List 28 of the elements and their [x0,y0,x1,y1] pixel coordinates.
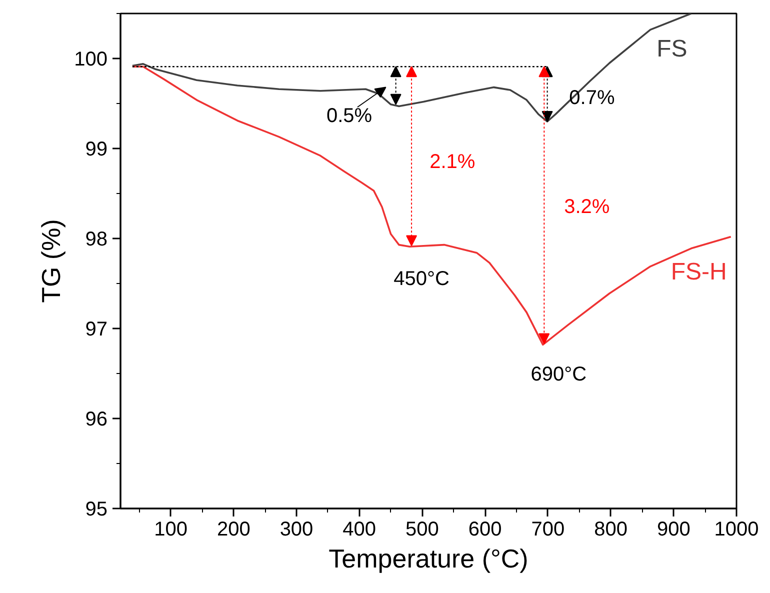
annotation: 2.1% [430,151,476,173]
annotation: 450°C [394,268,450,290]
y-tick-label: 97 [85,318,108,340]
annotation: 3.2% [564,196,610,218]
annotation: 0.5% [326,105,372,128]
x-axis-title: Temperature (°C) [328,544,528,574]
y-axis-title: TG (%) [36,219,66,303]
x-tick-label: 200 [216,518,250,540]
y-tick-label: 98 [85,228,108,250]
y-tick-label: 96 [85,408,108,430]
line-series [132,66,732,346]
x-tick-label: 1000 [714,518,759,540]
x-tick-label: 500 [406,518,439,540]
x-tick-label: 800 [594,518,628,540]
x-tick-label: 700 [531,518,565,540]
x-tick-label: 400 [342,518,376,540]
x-tick-label: 300 [280,518,314,540]
y-tick-label: 95 [85,498,108,520]
x-tick-label: 900 [656,518,690,540]
line-series [132,14,692,122]
annotation: 690°C [530,363,587,386]
x-tick-label: 100 [154,518,188,540]
y-tick-label: 99 [85,138,108,160]
annotation: 0.7% [569,87,615,110]
series-label: FS [656,36,688,62]
series-label: FS-H [670,258,727,286]
y-tick-label: 100 [74,48,108,70]
x-tick-label: 600 [468,518,502,540]
